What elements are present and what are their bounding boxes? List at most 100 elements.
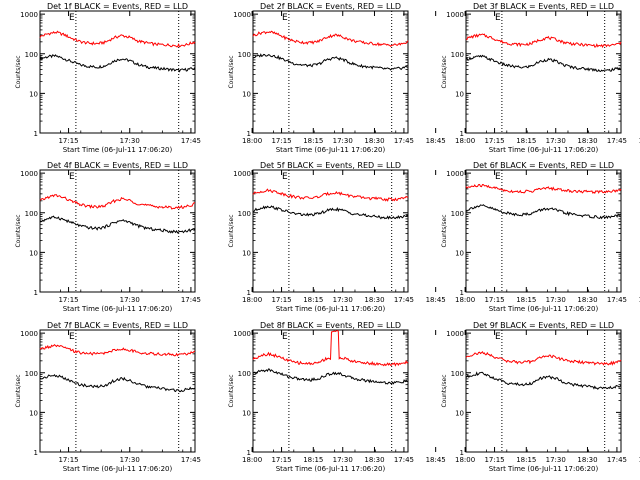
y-tick-label: 10 (242, 90, 251, 98)
y-tick-label: 1 (34, 289, 38, 297)
y-tick-label: 1000 (233, 170, 251, 178)
y-tick-label: 1 (460, 289, 464, 297)
detector-panel-9: Det 9f BLACK = Events, RED = LLD 1 10 100 10… (441, 321, 627, 473)
x-tick-label: 17:45 (394, 296, 414, 304)
x-tick-label: 17:30 (120, 137, 140, 145)
x-tick-label: 17:15 (271, 137, 291, 145)
panel-title: Det 3f BLACK = Events, RED = LLD (473, 2, 614, 11)
x-tick-label: 18:30 (364, 137, 384, 145)
lld-series-line (39, 194, 195, 210)
x-axis-label: Start Time (06-Jul-11 17:06:20) (276, 465, 386, 473)
plot-frame (39, 169, 196, 293)
lld-series-line (252, 329, 409, 367)
x-tick-label: 17:30 (546, 296, 566, 304)
y-axis-label: Counts/sec (15, 374, 22, 407)
x-tick-label: 18:30 (364, 296, 384, 304)
x-tick-label: 17:15 (58, 456, 78, 464)
event-marker-label: E (495, 13, 501, 23)
y-tick-label: 1000 (233, 11, 251, 19)
events-series-line (252, 53, 408, 71)
events-series-line (465, 371, 622, 390)
x-tick-label: 17:15 (484, 456, 504, 464)
x-tick-label: 17:15 (271, 296, 291, 304)
y-tick-label: 10 (455, 249, 464, 257)
y-tick-label: 1 (247, 449, 251, 457)
y-axis-label: Counts/sec (228, 55, 235, 88)
x-tick-label: 18:45 (639, 296, 640, 304)
events-series-line (465, 54, 622, 72)
x-axis-label: Start Time (06-Jul-11 17:06:20) (489, 146, 599, 154)
x-tick-label: 18:30 (577, 456, 597, 464)
y-tick-label: 1 (460, 130, 464, 138)
x-tick-label: 17:30 (546, 456, 566, 464)
x-tick-label: 18:00 (455, 456, 475, 464)
y-tick-label: 100 (25, 210, 38, 218)
y-tick-label: 10 (242, 249, 251, 257)
event-marker-label: E (282, 332, 288, 342)
events-series-line (465, 204, 622, 220)
y-tick-label: 10 (29, 249, 38, 257)
y-tick-label: 10 (29, 90, 38, 98)
y-tick-label: 1000 (20, 330, 38, 338)
x-tick-label: 17:30 (333, 137, 353, 145)
panel-title: Det 2f BLACK = Events, RED = LLD (260, 2, 401, 11)
event-marker-label: E (495, 172, 501, 182)
x-tick-label: 18:15 (303, 456, 323, 464)
x-tick-label: 17:15 (58, 296, 78, 304)
x-tick-label: 17:15 (271, 456, 291, 464)
y-tick-label: 10 (455, 409, 464, 417)
x-tick-label: 18:00 (242, 456, 262, 464)
x-tick-label: 17:30 (333, 456, 353, 464)
lld-series-line (39, 344, 196, 357)
y-tick-label: 100 (451, 210, 464, 218)
x-tick-label: 17:15 (484, 137, 504, 145)
panel-title: Det 6f BLACK = Events, RED = LLD (473, 161, 614, 170)
y-axis-label: Counts/sec (15, 214, 22, 247)
y-tick-label: 1 (34, 130, 38, 138)
plot-frame (465, 10, 622, 134)
x-tick-label: 17:45 (181, 137, 201, 145)
events-series-line (39, 54, 196, 73)
x-axis-label: Start Time (06-Jul-11 17:06:20) (63, 146, 173, 154)
detector-panel-8: Det 8f BLACK = Events, RED = LLD 1 10 100 10… (228, 321, 640, 473)
event-marker-label: E (495, 332, 501, 342)
lld-series-line (39, 30, 196, 48)
y-axis-label: Counts/sec (15, 55, 22, 88)
detector-panel-1: Det 1f BLACK = Events, RED = LLD 1 10 100 10… (15, 2, 446, 154)
x-axis-label: Start Time (06-Jul-11 17:06:20) (489, 305, 599, 313)
x-tick-label: 18:30 (577, 296, 597, 304)
x-tick-label: 18:15 (516, 456, 536, 464)
y-axis-label: Counts/sec (441, 214, 448, 247)
lld-series-line (252, 188, 409, 202)
x-tick-label: 18:15 (303, 296, 323, 304)
panel-title: Det 5f BLACK = Events, RED = LLD (260, 161, 401, 170)
x-tick-label: 17:45 (607, 137, 627, 145)
y-tick-label: 100 (238, 51, 251, 59)
x-tick-label: 18:15 (303, 137, 323, 145)
plot-frame (39, 10, 196, 134)
panel-title: Det 8f BLACK = Events, RED = LLD (260, 321, 401, 330)
y-tick-label: 1000 (20, 170, 38, 178)
x-tick-label: 18:15 (516, 137, 536, 145)
x-tick-label: 18:45 (639, 137, 640, 145)
panel-title: Det 9f BLACK = Events, RED = LLD (473, 321, 614, 330)
lld-series-line (252, 30, 409, 47)
x-tick-label: 18:15 (516, 296, 536, 304)
event-marker-label: E (69, 13, 75, 23)
x-tick-label: 17:15 (58, 137, 78, 145)
y-axis-label: Counts/sec (441, 374, 448, 407)
y-tick-label: 1000 (20, 11, 38, 19)
x-tick-label: 18:30 (364, 456, 384, 464)
lld-series-line (465, 350, 622, 366)
detector-panel-3: Det 3f BLACK = Events, RED = LLD 1 10 100 10… (441, 2, 627, 154)
detector-panel-5: Det 5f BLACK = Events, RED = LLD 1 10 100 10… (228, 161, 640, 313)
plot-frame (465, 169, 622, 293)
x-tick-label: 17:30 (120, 456, 140, 464)
detector-panel-4: Det 4f BLACK = Events, RED = LLD 1 10 100 10… (15, 161, 446, 313)
x-tick-label: 18:45 (426, 296, 446, 304)
events-series-line (252, 205, 409, 220)
plot-frame (39, 329, 196, 453)
x-tick-label: 17:30 (546, 137, 566, 145)
events-series-line (252, 368, 409, 385)
